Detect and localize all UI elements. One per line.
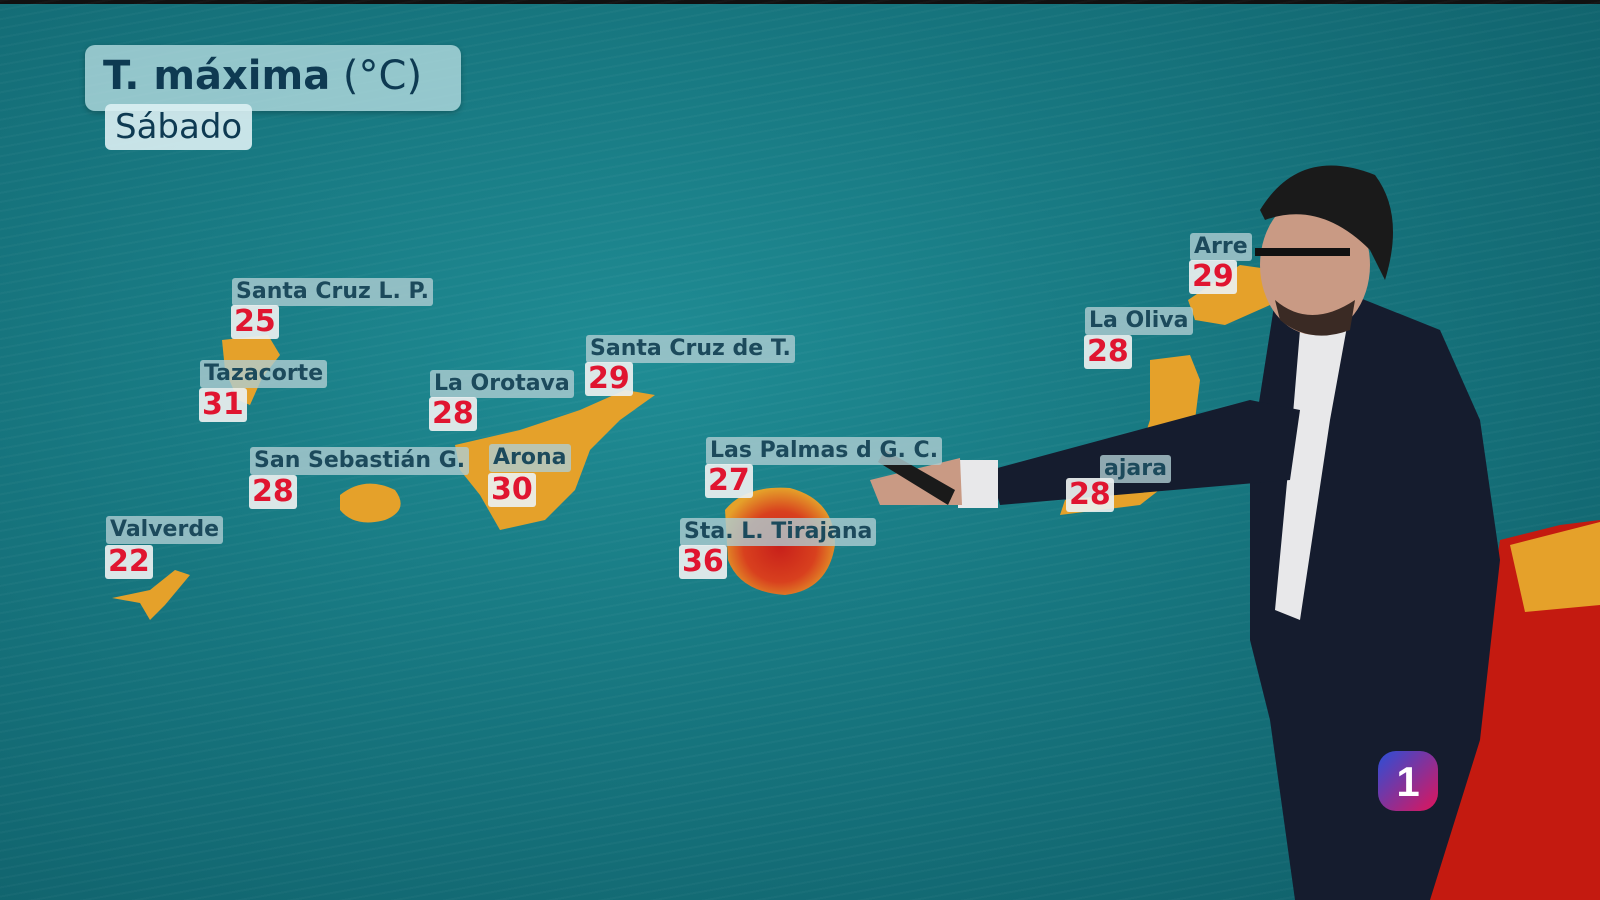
location-label: Las Palmas d G. C. bbox=[706, 437, 943, 465]
presenter-shirt bbox=[1275, 310, 1350, 620]
temperature-value: 29 bbox=[1189, 260, 1237, 294]
logo-text: 1 bbox=[1396, 758, 1419, 805]
location-label: Valverde bbox=[106, 516, 223, 544]
temperature-value: 28 bbox=[249, 475, 297, 509]
temperature-value: 28 bbox=[1066, 478, 1114, 512]
temperature-value: 27 bbox=[705, 464, 753, 498]
presenter-beard bbox=[1275, 300, 1355, 336]
presenter-hair bbox=[1260, 165, 1393, 280]
temperature-value: 36 bbox=[679, 545, 727, 579]
day-label: Sábado bbox=[105, 104, 253, 150]
island-la-gomera bbox=[340, 483, 401, 523]
location-label: La Orotava bbox=[430, 370, 574, 398]
title-unit: (°C) bbox=[342, 53, 423, 99]
island-el-hierro bbox=[112, 570, 190, 620]
title-text: T. máxima bbox=[103, 53, 331, 99]
temperature-value: 30 bbox=[488, 473, 536, 507]
presenter-head bbox=[1260, 195, 1370, 335]
temperature-value: 28 bbox=[429, 397, 477, 431]
location-label: La Oliva bbox=[1085, 307, 1193, 335]
location-label: Arre bbox=[1190, 233, 1252, 261]
temperature-value: 28 bbox=[1084, 335, 1132, 369]
location-label: Santa Cruz L. P. bbox=[232, 278, 433, 306]
map-title: T. máxima (°C) bbox=[103, 53, 422, 99]
title-panel: T. máxima (°C) bbox=[85, 45, 461, 111]
location-label: Arona bbox=[489, 444, 571, 472]
temperature-value: 22 bbox=[105, 545, 153, 579]
island-lanzarote bbox=[1188, 265, 1275, 325]
africa-coast bbox=[1420, 520, 1600, 900]
temperature-value: 29 bbox=[585, 362, 633, 396]
location-label: Santa Cruz de T. bbox=[586, 335, 795, 363]
location-label: San Sebastián G. bbox=[250, 447, 470, 475]
location-label: Tazacorte bbox=[200, 360, 328, 388]
location-label: Sta. L. Tirajana bbox=[680, 518, 877, 546]
temperature-value: 25 bbox=[231, 305, 279, 339]
temperature-value: 31 bbox=[199, 388, 247, 422]
tve-la1-logo: 1 bbox=[1378, 751, 1438, 811]
top-bar bbox=[0, 0, 1600, 4]
